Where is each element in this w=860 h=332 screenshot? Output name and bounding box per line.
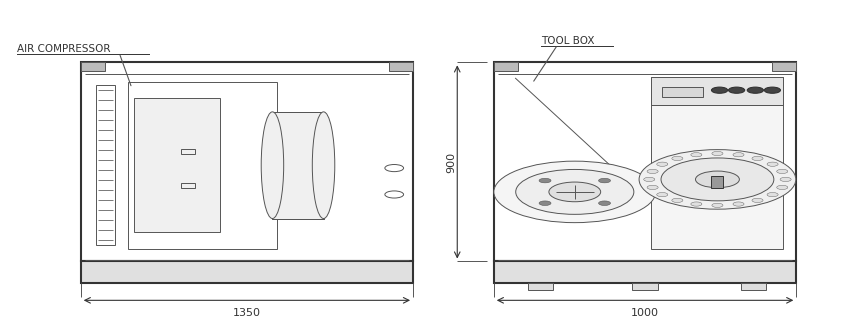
Circle shape: [549, 182, 600, 202]
Circle shape: [516, 169, 634, 214]
Text: 1350: 1350: [233, 308, 261, 318]
Circle shape: [712, 151, 723, 156]
Bar: [81, 62, 105, 71]
Circle shape: [599, 178, 611, 183]
Circle shape: [539, 178, 551, 183]
Text: 1000: 1000: [631, 308, 659, 318]
Circle shape: [752, 198, 763, 203]
Circle shape: [639, 150, 796, 209]
Bar: [740, 283, 766, 290]
Circle shape: [691, 153, 702, 157]
Bar: [494, 262, 796, 283]
Circle shape: [657, 162, 668, 166]
Bar: [528, 283, 554, 290]
Circle shape: [599, 201, 611, 206]
Circle shape: [767, 193, 778, 197]
Circle shape: [712, 203, 723, 208]
Bar: [711, 176, 723, 189]
Bar: [81, 62, 413, 262]
Bar: [81, 262, 413, 283]
Circle shape: [777, 185, 788, 190]
Circle shape: [711, 87, 728, 93]
Circle shape: [747, 87, 764, 93]
Circle shape: [728, 87, 745, 93]
Bar: [134, 98, 219, 232]
Bar: [632, 283, 658, 290]
Ellipse shape: [312, 112, 335, 218]
Bar: [181, 183, 195, 188]
Circle shape: [780, 177, 791, 182]
Circle shape: [767, 162, 778, 166]
Bar: [661, 87, 703, 97]
Bar: [127, 82, 277, 249]
Circle shape: [539, 201, 551, 206]
Circle shape: [672, 198, 683, 203]
Ellipse shape: [261, 112, 284, 218]
Circle shape: [647, 169, 658, 174]
Circle shape: [661, 158, 774, 201]
Text: AIR COMPRESSOR: AIR COMPRESSOR: [17, 44, 110, 54]
Bar: [651, 77, 783, 105]
Bar: [181, 149, 195, 154]
Circle shape: [765, 87, 781, 93]
Circle shape: [647, 185, 658, 190]
Circle shape: [752, 156, 763, 161]
Circle shape: [657, 193, 668, 197]
Circle shape: [733, 153, 744, 157]
Circle shape: [733, 202, 744, 206]
Circle shape: [696, 171, 740, 188]
Circle shape: [644, 177, 654, 182]
Circle shape: [672, 156, 683, 161]
Bar: [389, 62, 413, 71]
Circle shape: [494, 161, 655, 223]
Bar: [96, 85, 115, 245]
Bar: [494, 62, 796, 262]
Bar: [772, 62, 796, 71]
Circle shape: [777, 169, 788, 174]
Text: TOOL BOX: TOOL BOX: [541, 36, 594, 46]
Text: 900: 900: [446, 151, 457, 173]
Circle shape: [691, 202, 702, 206]
Bar: [494, 62, 518, 71]
Bar: [273, 112, 323, 218]
Bar: [651, 77, 783, 249]
